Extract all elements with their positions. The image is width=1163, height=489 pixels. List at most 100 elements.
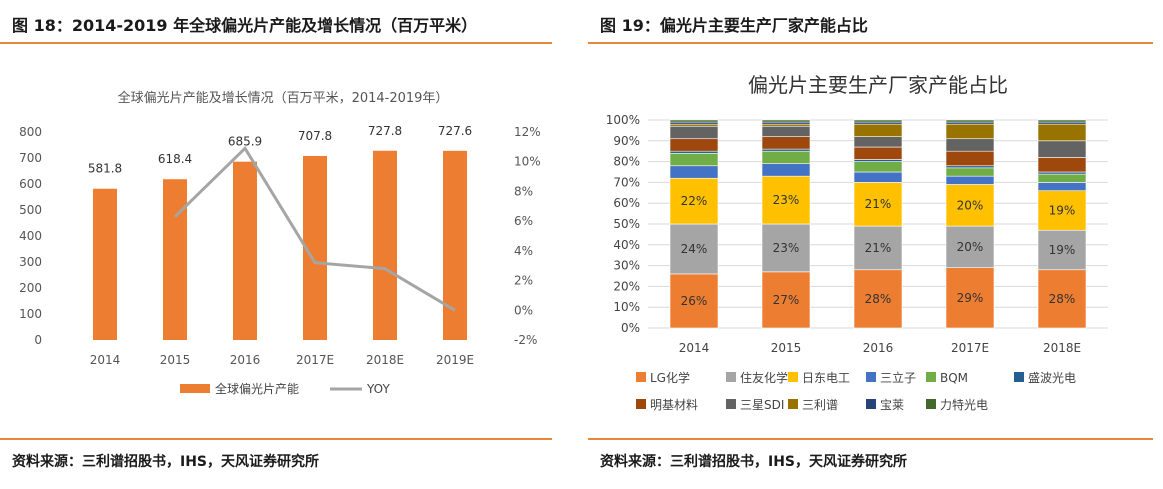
y-tick-label: 200 <box>19 281 42 295</box>
x-tick-label: 2015 <box>771 341 802 355</box>
stack-segment <box>669 150 719 154</box>
stack-segment <box>1037 190 1087 231</box>
legend-capacity-label: 全球偏光片产能 <box>215 381 299 396</box>
x-tick-label: 2015 <box>160 353 191 367</box>
capacity-bar <box>163 179 187 340</box>
legend-label: 明基材料 <box>650 398 698 412</box>
stack-segment <box>669 138 719 152</box>
y-tick-label: 700 <box>19 151 42 165</box>
stack-segment <box>1037 171 1087 175</box>
stack-segment <box>945 267 995 329</box>
x-tick-label: 2018E <box>366 353 404 367</box>
y2-tick-label: 8% <box>514 184 533 198</box>
legend-swatch <box>726 372 736 382</box>
stack-segment <box>669 121 719 125</box>
legend-label: 三立子 <box>880 370 916 385</box>
stack-segment <box>669 125 719 140</box>
stack-segment <box>1037 229 1087 271</box>
stack-segment <box>1037 157 1087 173</box>
capacity-growth-chart: 全球偏光片产能及增长情况（百万平米，2014-2019年） 0 100 200 300 4… <box>19 90 541 396</box>
stack-segment <box>853 161 903 173</box>
stack-segment <box>761 175 811 225</box>
stack-segment <box>761 136 811 150</box>
stack-segment <box>761 123 811 127</box>
y-tick-label: 100% <box>606 113 640 127</box>
y-tick-label: 0 <box>34 333 42 347</box>
stack-data-label: 28% <box>865 292 892 306</box>
stack-segment <box>945 123 995 140</box>
y-tick-label: 600 <box>19 177 42 191</box>
stack-segment <box>669 223 719 275</box>
y2-tick-label: 6% <box>514 214 533 228</box>
stack-data-label: 21% <box>865 197 892 211</box>
legend-label: 三星SDI <box>740 398 784 412</box>
stack-segment <box>761 163 811 177</box>
stack-segment <box>669 119 719 123</box>
stack-data-label: 19% <box>1049 203 1076 217</box>
stack-segment <box>945 165 995 169</box>
y-tick-label: 20% <box>613 279 640 293</box>
x-tick-label: 2017E <box>296 353 334 367</box>
source-rule <box>588 438 1153 440</box>
stack-data-label: 23% <box>773 241 800 255</box>
heading-rule <box>588 42 1153 44</box>
x-tick-label: 2017E <box>951 341 989 355</box>
stack-segment <box>945 119 995 123</box>
x-tick-label: 2019E <box>436 353 474 367</box>
y-tick-label: 800 <box>19 125 42 139</box>
stack-segment <box>853 136 903 148</box>
yoy-line <box>173 145 456 312</box>
stack-segment <box>761 121 811 125</box>
figure-19-heading: 图 19：偏光片主要生产厂家产能占比 <box>600 16 868 35</box>
stack-segment <box>853 159 903 162</box>
legend-swatch <box>926 372 936 382</box>
panel-capacity-growth: 图 18：2014-2019 年全球偏光片产能及增长情况（百万平米） 全球偏光片… <box>0 0 552 489</box>
legend-label: 三利谱 <box>802 398 838 412</box>
stack-segment <box>761 271 811 329</box>
stack-segment <box>853 119 903 123</box>
legend-label: BQM <box>940 371 968 385</box>
legend-label: 力特光电 <box>940 397 988 412</box>
capacity-data-label: 727.6 <box>438 124 472 138</box>
legend-swatch <box>1014 372 1024 382</box>
stack-segment <box>853 123 903 137</box>
y-tick-label: 500 <box>19 203 42 217</box>
x-tick-label: 2016 <box>863 341 894 355</box>
stack-segment <box>761 125 811 137</box>
stack-segment <box>853 171 903 183</box>
capacity-data-label: 618.4 <box>158 152 192 166</box>
y2-tick-label: 12% <box>514 125 541 139</box>
stack-segment <box>1037 121 1087 125</box>
y-tick-label: 400 <box>19 229 42 243</box>
capacity-bar <box>233 161 257 340</box>
y-tick-label: 70% <box>613 175 640 189</box>
y-tick-label: 80% <box>613 155 640 169</box>
stack-segment <box>761 119 811 123</box>
legend-label: 日东电工 <box>802 371 850 385</box>
legend-swatch <box>926 399 936 409</box>
stack-data-label: 29% <box>957 291 984 305</box>
stack-data-label: 21% <box>865 241 892 255</box>
y-tick-label: 60% <box>613 196 640 210</box>
chart-title: 全球偏光片产能及增长情况（百万平米，2014-2019年） <box>118 90 449 106</box>
capacity-data-label: 727.8 <box>368 124 402 138</box>
legend-swatch <box>788 372 798 382</box>
stack-data-label: 22% <box>681 194 708 208</box>
stack-segment <box>853 225 903 271</box>
capacity-bar <box>373 150 397 340</box>
stack-segment <box>1037 182 1087 192</box>
figure-19-source: 资料来源：三利谱招股书，IHS，天风证券研究所 <box>600 454 908 470</box>
x-tick-label: 2016 <box>230 353 261 367</box>
stack-segment <box>1037 119 1087 123</box>
stack-data-label: 28% <box>1049 292 1076 306</box>
y2-tick-label: 10% <box>514 155 541 169</box>
y-tick-label: 100 <box>19 307 42 321</box>
legend-label: 住友化学 <box>740 370 788 385</box>
stack-segment <box>853 121 903 125</box>
stack-segment <box>1037 269 1087 329</box>
y-tick-label: 50% <box>613 217 640 231</box>
legend-swatch <box>636 399 646 409</box>
y-tick-label: 90% <box>613 134 640 148</box>
stack-segment <box>853 269 903 329</box>
stack-data-label: 20% <box>957 240 984 254</box>
